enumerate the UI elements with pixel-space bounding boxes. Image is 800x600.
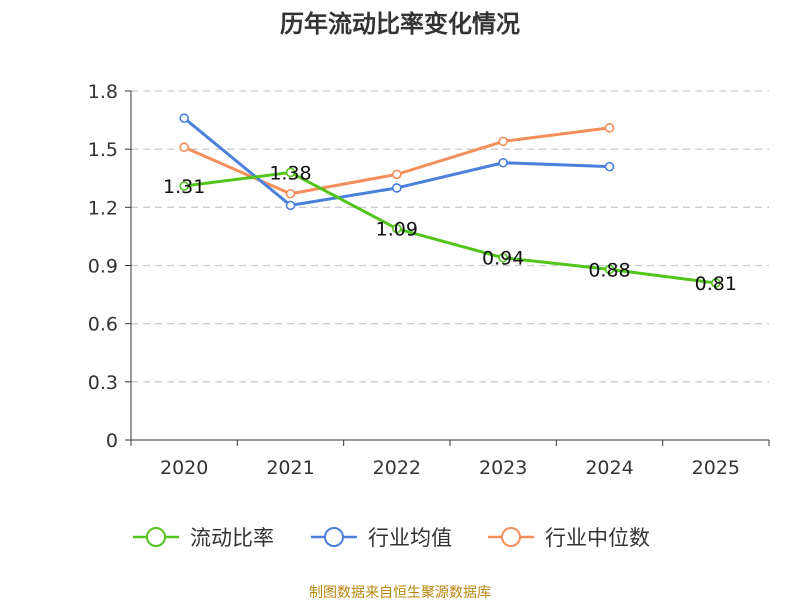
data-point[interactable] [392,169,402,180]
data-label: 1.38 [269,162,311,184]
data-point[interactable] [179,142,189,153]
data-label: 0.81 [695,273,737,295]
legend-label: 行业中位数 [545,526,650,550]
legend-marker [324,527,344,547]
legend-marker [146,527,166,547]
data-point[interactable] [498,252,508,263]
y-tick-label: 0.6 [88,314,118,336]
data-point[interactable] [392,183,402,193]
data-point[interactable] [285,188,296,199]
data-point[interactable] [179,181,189,191]
axes: 0 0.3 0.6 0.9 1.2 1.5 1.8 2020 2021 2022 2023 2024 2… [88,81,770,479]
legend[interactable]: 流动比率 行业均值 行业中位数 [133,526,650,550]
legend-marker [501,527,521,547]
y-tick-label: 1.2 [88,197,118,219]
y-tick-label: 1.5 [88,139,118,161]
y-tick-label: 0.9 [88,256,118,278]
grid-lines [131,90,769,383]
legend-item-0[interactable]: 流动比率 [133,526,274,550]
x-tick-label: 2025 [692,457,740,479]
x-tick-label: 2022 [373,457,421,479]
data-point[interactable] [604,161,615,172]
data-point[interactable] [392,223,402,234]
data-point[interactable] [285,167,296,178]
data-label: 1.09 [376,219,418,241]
data-label: 0.88 [588,259,630,281]
data-labels: 1.31 1.38 1.09 0.94 0.88 0.81 [163,162,737,295]
source-note: 制图数据来自恒生聚源数据库 [309,585,491,600]
legend-label: 行业均值 [368,526,452,550]
data-label: 0.94 [482,248,524,270]
legend-label: 流动比率 [190,526,274,550]
data-point[interactable] [498,157,508,168]
x-tick-label: 2024 [585,457,633,479]
legend-item-1[interactable]: 行业均值 [311,526,452,550]
y-tick-label: 0 [106,430,118,452]
y-tick-label: 0.3 [88,372,118,394]
data-point[interactable] [711,278,721,288]
series-layer [179,113,721,288]
legend-item-2[interactable]: 行业中位数 [488,526,650,550]
data-label: 1.31 [163,176,205,198]
data-point[interactable] [285,200,296,211]
data-point[interactable] [498,136,508,147]
data-point[interactable] [179,113,189,123]
x-tick-label: 2021 [266,457,314,479]
y-tick-label: 1.8 [88,81,118,103]
x-tick-label: 2020 [160,457,208,479]
chart-title: 历年流动比率变化情况 [280,10,520,38]
data-point[interactable] [604,123,615,133]
series-line-0 [182,170,718,285]
data-point[interactable] [604,264,615,275]
x-tick-label: 2023 [479,457,527,479]
